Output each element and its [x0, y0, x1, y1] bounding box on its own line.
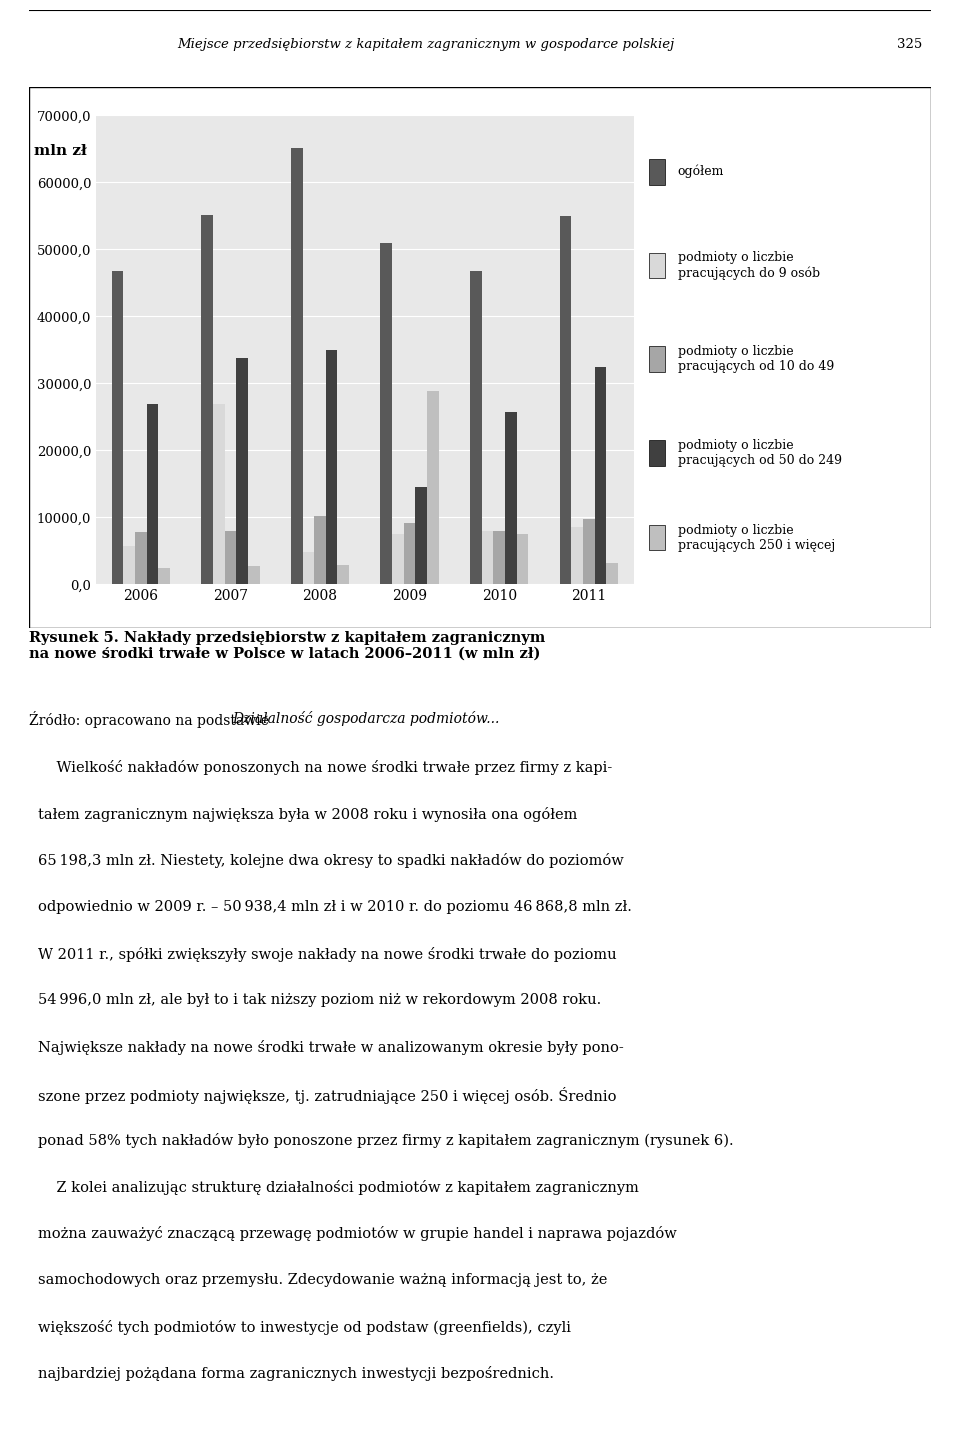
Text: samochodowych oraz przemysłu. Zdecydowanie ważną informacją jest to, że: samochodowych oraz przemysłu. Zdecydowan… [38, 1273, 608, 1287]
Bar [482, 531, 493, 584]
Bar [380, 242, 392, 584]
Bar [392, 534, 404, 584]
Text: podmioty o liczbie
pracujących od 10 do 49: podmioty o liczbie pracujących od 10 do … [678, 345, 834, 374]
Bar [649, 525, 665, 550]
Bar [493, 531, 505, 584]
Bar [505, 411, 516, 584]
Bar [594, 367, 607, 584]
Text: Miejsce przedsiębiorstw z kapitałem zagranicznym w gospodarce polskiej: Miejsce przedsiębiorstw z kapitałem zagr… [178, 38, 675, 51]
Bar [649, 253, 665, 278]
Text: Z kolei analizując strukturę działalności podmiotów z kapitałem zagranicznym: Z kolei analizując strukturę działalnośc… [38, 1180, 639, 1195]
Text: W 2011 r., spółki zwiększyły swoje nakłady na nowe środki trwałe do poziomu: W 2011 r., spółki zwiększyły swoje nakła… [38, 947, 617, 961]
Text: podmioty o liczbie
pracujących do 9 osób: podmioty o liczbie pracujących do 9 osób [678, 251, 820, 280]
Bar [416, 488, 427, 584]
Bar [147, 404, 158, 584]
Text: 65 198,3 mln zł. Niestety, kolejne dwa okresy to spadki nakładów do poziomów: 65 198,3 mln zł. Niestety, kolejne dwa o… [38, 853, 624, 869]
Bar [111, 271, 123, 584]
Text: tałem zagranicznym największa była w 2008 roku i wynosiła ona ogółem: tałem zagranicznym największa była w 200… [38, 807, 578, 823]
Bar [649, 440, 665, 466]
Bar [607, 563, 618, 584]
Bar [325, 351, 338, 584]
Bar [291, 147, 302, 584]
Bar [202, 215, 213, 584]
Text: najbardziej pożądana forma zagranicznych inwestycji bezpośrednich.: najbardziej pożądana forma zagranicznych… [38, 1367, 555, 1381]
Text: Rysunek 5. Nakłady przedsiębiorstw z kapitałem zagranicznym
na nowe środki trwał: Rysunek 5. Nakłady przedsiębiorstw z kap… [29, 631, 545, 661]
Bar [649, 346, 665, 372]
Text: Źródło: opracowano na podstawie: Źródło: opracowano na podstawie [29, 711, 273, 729]
Bar [516, 534, 528, 584]
Bar [213, 404, 225, 584]
Text: większość tych podmiotów to inwestycje od podstaw (greenfields), czyli: większość tych podmiotów to inwestycje o… [38, 1319, 571, 1335]
Text: można zauważyć znaczącą przewagę podmiotów w grupie handel i naprawa pojazdów: można zauważyć znaczącą przewagę podmiot… [38, 1227, 677, 1241]
Text: Wielkość nakładów ponoszonych na nowe środki trwałe przez firmy z kapi-: Wielkość nakładów ponoszonych na nowe śr… [38, 760, 612, 775]
Text: ogółem: ogółem [678, 165, 724, 179]
Text: 325: 325 [897, 38, 923, 51]
Bar [427, 391, 439, 584]
Bar [135, 532, 147, 584]
Bar [314, 517, 325, 584]
Bar [236, 358, 248, 584]
Bar [560, 216, 571, 584]
Text: Największe nakłady na nowe środki trwałe w analizowanym okresie były pono-: Największe nakłady na nowe środki trwałe… [38, 1040, 624, 1055]
Bar [158, 567, 170, 584]
Text: 54 996,0 mln zł, ale był to i tak niższy poziom niż w rekordowym 2008 roku.: 54 996,0 mln zł, ale był to i tak niższy… [38, 993, 602, 1007]
Text: Działalność gospodarcza podmiotów...: Działalność gospodarcza podmiotów... [231, 711, 499, 726]
Bar [649, 159, 665, 185]
Text: szone przez podmioty największe, tj. zatrudniające 250 i więcej osób. Średnio: szone przez podmioty największe, tj. zat… [38, 1087, 617, 1104]
Bar [338, 566, 349, 584]
Text: mln zł: mln zł [34, 144, 86, 159]
Text: odpowiednio w 2009 r. – 50 938,4 mln zł i w 2010 r. do poziomu 46 868,8 mln zł.: odpowiednio w 2009 r. – 50 938,4 mln zł … [38, 900, 633, 913]
Text: podmioty o liczbie
pracujących 250 i więcej: podmioty o liczbie pracujących 250 i wię… [678, 524, 835, 551]
Bar [123, 545, 135, 584]
Bar [225, 531, 236, 584]
Bar [248, 566, 259, 584]
Text: ponad 58% tych nakładów było ponoszone przez firmy z kapitałem zagranicznym (rys: ponad 58% tych nakładów było ponoszone p… [38, 1133, 734, 1149]
Bar [583, 519, 594, 584]
Bar [571, 528, 583, 584]
Bar [302, 553, 314, 584]
Text: podmioty o liczbie
pracujących od 50 do 249: podmioty o liczbie pracujących od 50 do … [678, 439, 842, 468]
Bar [470, 271, 482, 584]
Bar [404, 522, 416, 584]
